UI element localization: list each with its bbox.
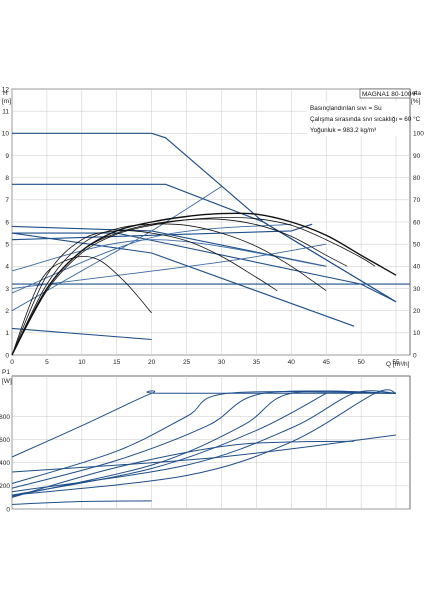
eta-tick-label: 10 (413, 330, 421, 337)
fluid-note: Basınçlandırılan sıvı = Su (310, 105, 382, 112)
power-axis-unit: [W] (2, 378, 12, 385)
eta-tick-label: 60 (413, 219, 421, 226)
system-curve (11, 223, 292, 294)
power-panel: 0 200 400 600 800 P1 [W] (0, 369, 411, 514)
eta-curves (11, 212, 397, 356)
eta-tick-label: 20 (413, 308, 421, 315)
flow-tick-label: 45 (323, 359, 331, 366)
power-curve (11, 390, 397, 497)
flow-tick-label: 55 (392, 359, 400, 366)
head-curve (11, 232, 355, 327)
chart-title: MAGNA1 80-100 F (362, 91, 417, 98)
eta-tick-label: 40 (413, 264, 421, 271)
flow-tick-label: 25 (183, 359, 191, 366)
system-curve (11, 243, 327, 289)
power-axis-label: P1 (2, 369, 10, 376)
eta-tick-labels: 0 10 20 30 40 50 60 70 80 90 100 (413, 131, 424, 360)
head-tick-label: 1 (5, 330, 9, 337)
head-tick-label: 11 (2, 108, 9, 115)
head-tick-label: 8 (5, 175, 9, 182)
head-tick-label: 7 (5, 197, 9, 204)
power-tick-label: 400 (0, 460, 10, 467)
power-curve (11, 390, 396, 458)
head-axis-label: H (3, 90, 8, 97)
flow-tick-label: 0 (10, 359, 14, 366)
head-tick-label: 2 (5, 308, 9, 315)
flow-tick-label: 10 (78, 359, 86, 366)
eta-curve (11, 218, 348, 356)
eta-curve (11, 230, 278, 356)
eta-tick-label: 50 (413, 241, 421, 248)
power-curve (11, 390, 397, 493)
power-curve (11, 389, 397, 496)
power-curves (11, 389, 397, 505)
density-note: Yoğunluk = 983.2 kg/m³ (310, 127, 376, 134)
eta-axis-label: eta (412, 90, 421, 97)
power-tick-label: 800 (0, 414, 10, 421)
title-box (359, 88, 411, 99)
head-curve (12, 183, 397, 303)
eta-curve (11, 255, 152, 356)
eta-curve (11, 223, 327, 356)
head-tick-label: 12 (2, 86, 10, 93)
power-tick-labels: 0 200 400 600 800 (0, 414, 10, 514)
head-curve (11, 327, 152, 341)
eta-tick-label: 80 (413, 175, 421, 182)
system-curve (11, 239, 327, 272)
notes-backdrop (307, 102, 409, 136)
head-tick-label: 5 (5, 241, 9, 248)
power-curve (11, 434, 397, 473)
power-tick-label: 0 (6, 506, 10, 513)
eta-tick-label: 0 (413, 352, 417, 359)
flow-tick-label: 30 (218, 359, 226, 366)
flow-tick-label: 5 (45, 359, 49, 366)
flow-tick-label: 20 (148, 359, 156, 366)
flow-tick-label: 15 (113, 359, 121, 366)
power-curve (11, 500, 152, 505)
temperature-note: Çalışma sırasında sıvı sıcaklığı = 60 °C (310, 115, 421, 123)
flow-axis-label: Q [m³/h] (386, 361, 410, 368)
head-tick-label: 10 (2, 131, 10, 138)
eta-tick-label: 90 (413, 153, 421, 160)
head-curve (12, 232, 397, 303)
flow-tick-labels: 0 5 10 15 20 25 30 35 40 45 50 55 (10, 359, 400, 366)
eta-tick-label: 30 (413, 286, 421, 293)
eta-tick-label: 100 (413, 131, 424, 138)
power-tick-label: 200 (0, 483, 10, 490)
power-curve (11, 392, 327, 496)
head-tick-label: 4 (5, 264, 9, 271)
power-tick-label: 600 (0, 437, 10, 444)
eta-axis-unit: [%] (411, 98, 421, 105)
eta-tick-label: 70 (413, 197, 421, 204)
head-tick-label: 0 (5, 352, 9, 359)
head-panel: 0 5 10 15 20 25 30 35 40 45 50 55 0123456789101112 … (2, 86, 424, 368)
flow-tick-label: 50 (358, 359, 366, 366)
head-axis-unit: [m] (2, 98, 11, 105)
head-tick-label: 9 (5, 153, 9, 160)
flow-tick-label: 40 (288, 359, 296, 366)
flow-tick-label: 35 (253, 359, 261, 366)
eta-curve (11, 217, 376, 356)
power-curve (11, 440, 355, 498)
head-tick-label: 3 (5, 286, 9, 293)
head-tick-label: 6 (5, 219, 9, 226)
